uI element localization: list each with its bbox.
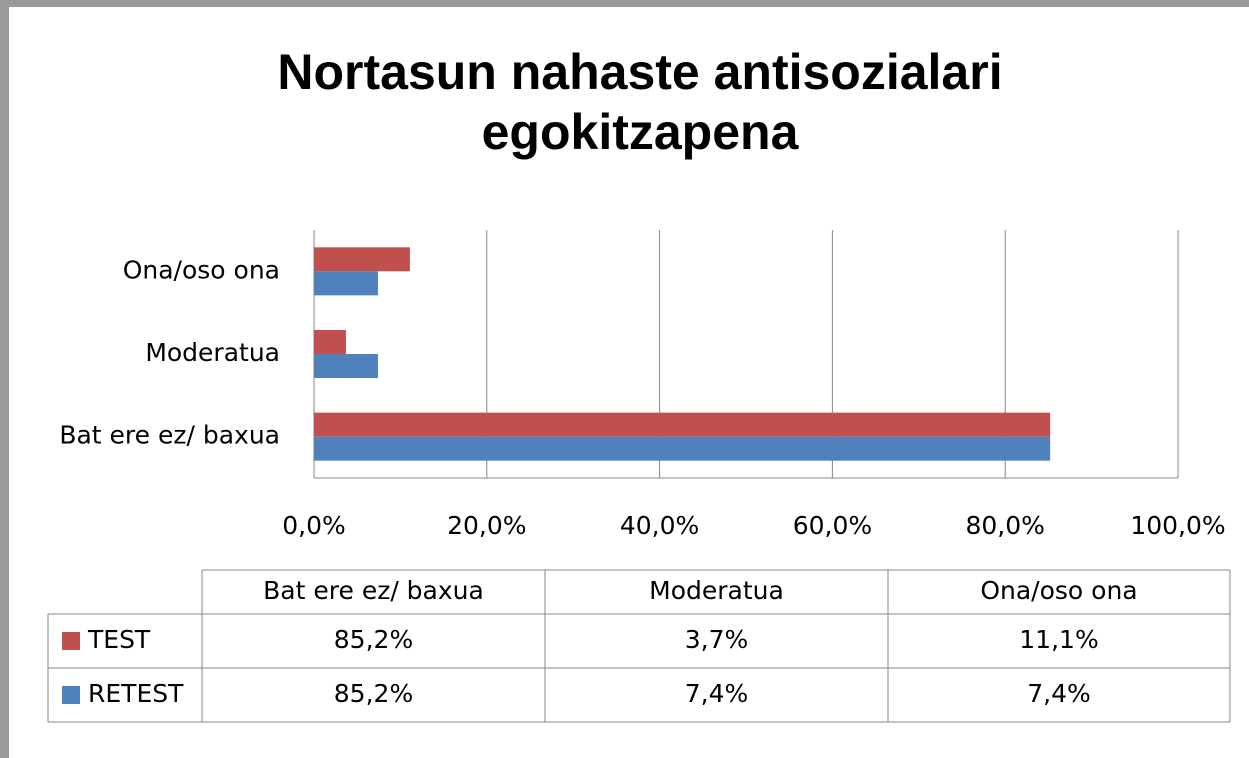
legend-label: RETEST — [88, 679, 184, 708]
x-tick-label: 0,0% — [282, 511, 346, 540]
table-header: Bat ere ez/ baxua — [263, 576, 484, 605]
table-cell: 7,4% — [685, 679, 749, 708]
table-cell: 7,4% — [1027, 679, 1091, 708]
bar — [314, 412, 1051, 437]
x-tick-label: 20,0% — [447, 511, 526, 540]
bar — [314, 436, 1051, 461]
x-tick-label: 40,0% — [620, 511, 699, 540]
bar — [314, 271, 378, 296]
frame-top — [0, 0, 1249, 7]
table-cell: 85,2% — [334, 679, 413, 708]
legend-swatch — [62, 632, 80, 650]
table-cell: 11,1% — [1019, 625, 1098, 654]
table-header: Ona/oso ona — [980, 576, 1137, 605]
y-tick-label: Moderatua — [145, 338, 280, 367]
table-cell: 85,2% — [334, 625, 413, 654]
legend-swatch — [62, 686, 80, 704]
bar — [314, 247, 410, 272]
chart-title: Nortasun nahaste antisozialari egokitzap… — [277, 44, 1003, 160]
y-tick-label: Bat ere ez/ baxua — [59, 421, 280, 450]
legend-label: TEST — [87, 625, 151, 654]
x-tick-label: 60,0% — [793, 511, 872, 540]
x-tick-label: 100,0% — [1130, 511, 1225, 540]
y-tick-label: Ona/oso ona — [123, 255, 280, 284]
bar — [314, 354, 378, 378]
bar — [314, 330, 346, 354]
x-tick-label: 80,0% — [965, 511, 1044, 540]
table-cell: 3,7% — [685, 625, 749, 654]
table-header: Moderatua — [649, 576, 784, 605]
frame-left — [0, 0, 9, 758]
